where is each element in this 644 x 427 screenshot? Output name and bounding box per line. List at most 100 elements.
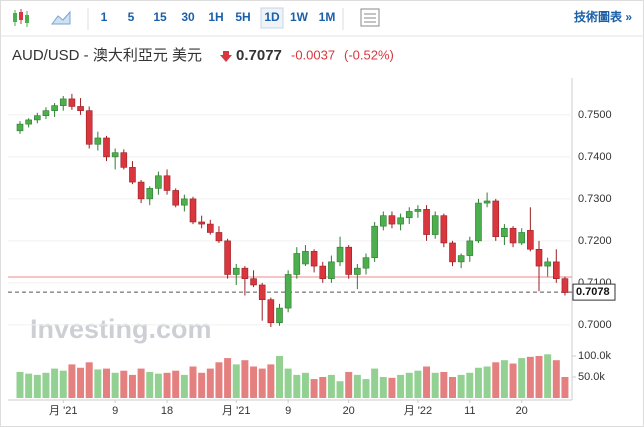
candle-body [544, 261, 551, 267]
candle-body [379, 215, 387, 227]
volume-bar [483, 366, 491, 398]
x-tick-label: 9 [112, 405, 118, 417]
candle-body [423, 209, 430, 235]
volume-bar [232, 364, 240, 398]
interval-button[interactable]: 15 [153, 10, 167, 24]
y-tick-label: 0.7500 [578, 109, 612, 121]
y-tick-label: 0.7200 [578, 235, 612, 247]
candle-body [181, 198, 188, 206]
volume-bar [25, 373, 33, 398]
candle-body [328, 261, 335, 279]
y-tick-label: 0.7400 [578, 151, 612, 163]
volume-bar [440, 371, 448, 398]
watermark: Investing.com [30, 314, 212, 344]
volume-bar [276, 355, 283, 398]
candle-body [527, 230, 534, 250]
interval-button[interactable]: 30 [181, 10, 195, 24]
interval-button[interactable]: 1H [208, 10, 223, 24]
x-tick-label: 9 [285, 405, 291, 417]
volume-bar [198, 372, 206, 398]
volume-bar [353, 374, 361, 398]
volume-bar [189, 366, 197, 398]
x-tick-label: 20 [516, 405, 528, 417]
x-tick-label: 18 [161, 405, 173, 417]
interval-button[interactable]: 1M [319, 10, 336, 24]
candle-body [518, 232, 526, 244]
volume-bar [474, 367, 482, 398]
candle-body [155, 175, 162, 189]
candle-body [414, 209, 422, 212]
volume-bar [137, 368, 145, 398]
candle-body [501, 227, 508, 237]
candle-body [51, 105, 58, 111]
last-price-label: 0.7078 [576, 286, 610, 298]
volume-bar [431, 372, 439, 398]
volume-bar [250, 366, 258, 398]
volume-bar [500, 360, 508, 398]
volume-bar [552, 360, 560, 398]
interval-button[interactable]: 5 [128, 10, 135, 24]
candle-body [466, 240, 474, 256]
volume-bar [206, 368, 214, 398]
volume-bar [77, 367, 85, 398]
settings-icon[interactable] [360, 8, 380, 27]
candle-body [189, 198, 197, 223]
interval-button[interactable]: 1 [101, 10, 108, 24]
candle-body [302, 251, 309, 265]
candle-body [16, 123, 24, 132]
candle-body [207, 223, 214, 233]
volume-bar [379, 376, 387, 398]
candle-icon[interactable] [13, 9, 29, 27]
volume-bar [423, 366, 431, 398]
volume-bar [172, 370, 180, 398]
volume-bar [414, 370, 422, 398]
candle-body [146, 188, 154, 200]
candle-body [371, 225, 378, 258]
candle-body [172, 190, 179, 206]
area-icon[interactable] [51, 10, 71, 25]
candle-body [293, 253, 301, 275]
volume-bar [362, 379, 370, 398]
candle-body [362, 257, 370, 269]
candle-body [276, 307, 283, 324]
candle-body [59, 98, 67, 106]
volume-bar [509, 363, 517, 398]
tech-chart-link[interactable]: 技術圖表 » [574, 9, 632, 24]
volume-bar [301, 372, 309, 398]
candle-body [561, 278, 569, 293]
candle-body [388, 215, 396, 225]
volume-bar [258, 368, 266, 398]
x-tick-label: 月 '22 [404, 405, 432, 417]
candle-body [103, 137, 110, 158]
volume-bar [267, 364, 275, 398]
volume-bar [336, 381, 344, 398]
candle-body [310, 251, 318, 267]
volume-bar [319, 376, 327, 398]
candle-body [440, 215, 448, 244]
volume-bar [33, 374, 41, 398]
candle-body [345, 246, 353, 275]
volume-bar [163, 372, 171, 398]
volume-bar [518, 358, 526, 398]
interval-button[interactable]: 1W [290, 10, 309, 24]
volume-bar [42, 372, 50, 398]
volume-bar [111, 372, 119, 398]
volume-bar [51, 368, 59, 398]
change: -0.0037 [291, 47, 335, 62]
candle-body [232, 267, 240, 275]
candle-body [449, 242, 456, 263]
volume-bar [397, 374, 405, 398]
candle-body [198, 221, 205, 225]
candle-body [137, 181, 145, 200]
candle-body [85, 110, 93, 145]
volume-bar [405, 372, 413, 398]
interval-button[interactable]: 1D [264, 10, 280, 24]
candle-body [94, 137, 102, 145]
volume-bar [120, 370, 128, 398]
candle-body [215, 232, 223, 242]
candle-body [405, 211, 413, 219]
candle-body [120, 152, 128, 168]
candle-body [509, 227, 517, 244]
interval-button[interactable]: 5H [235, 10, 250, 24]
symbol-title: AUD/USD - 澳大利亞元 美元 [12, 47, 202, 64]
